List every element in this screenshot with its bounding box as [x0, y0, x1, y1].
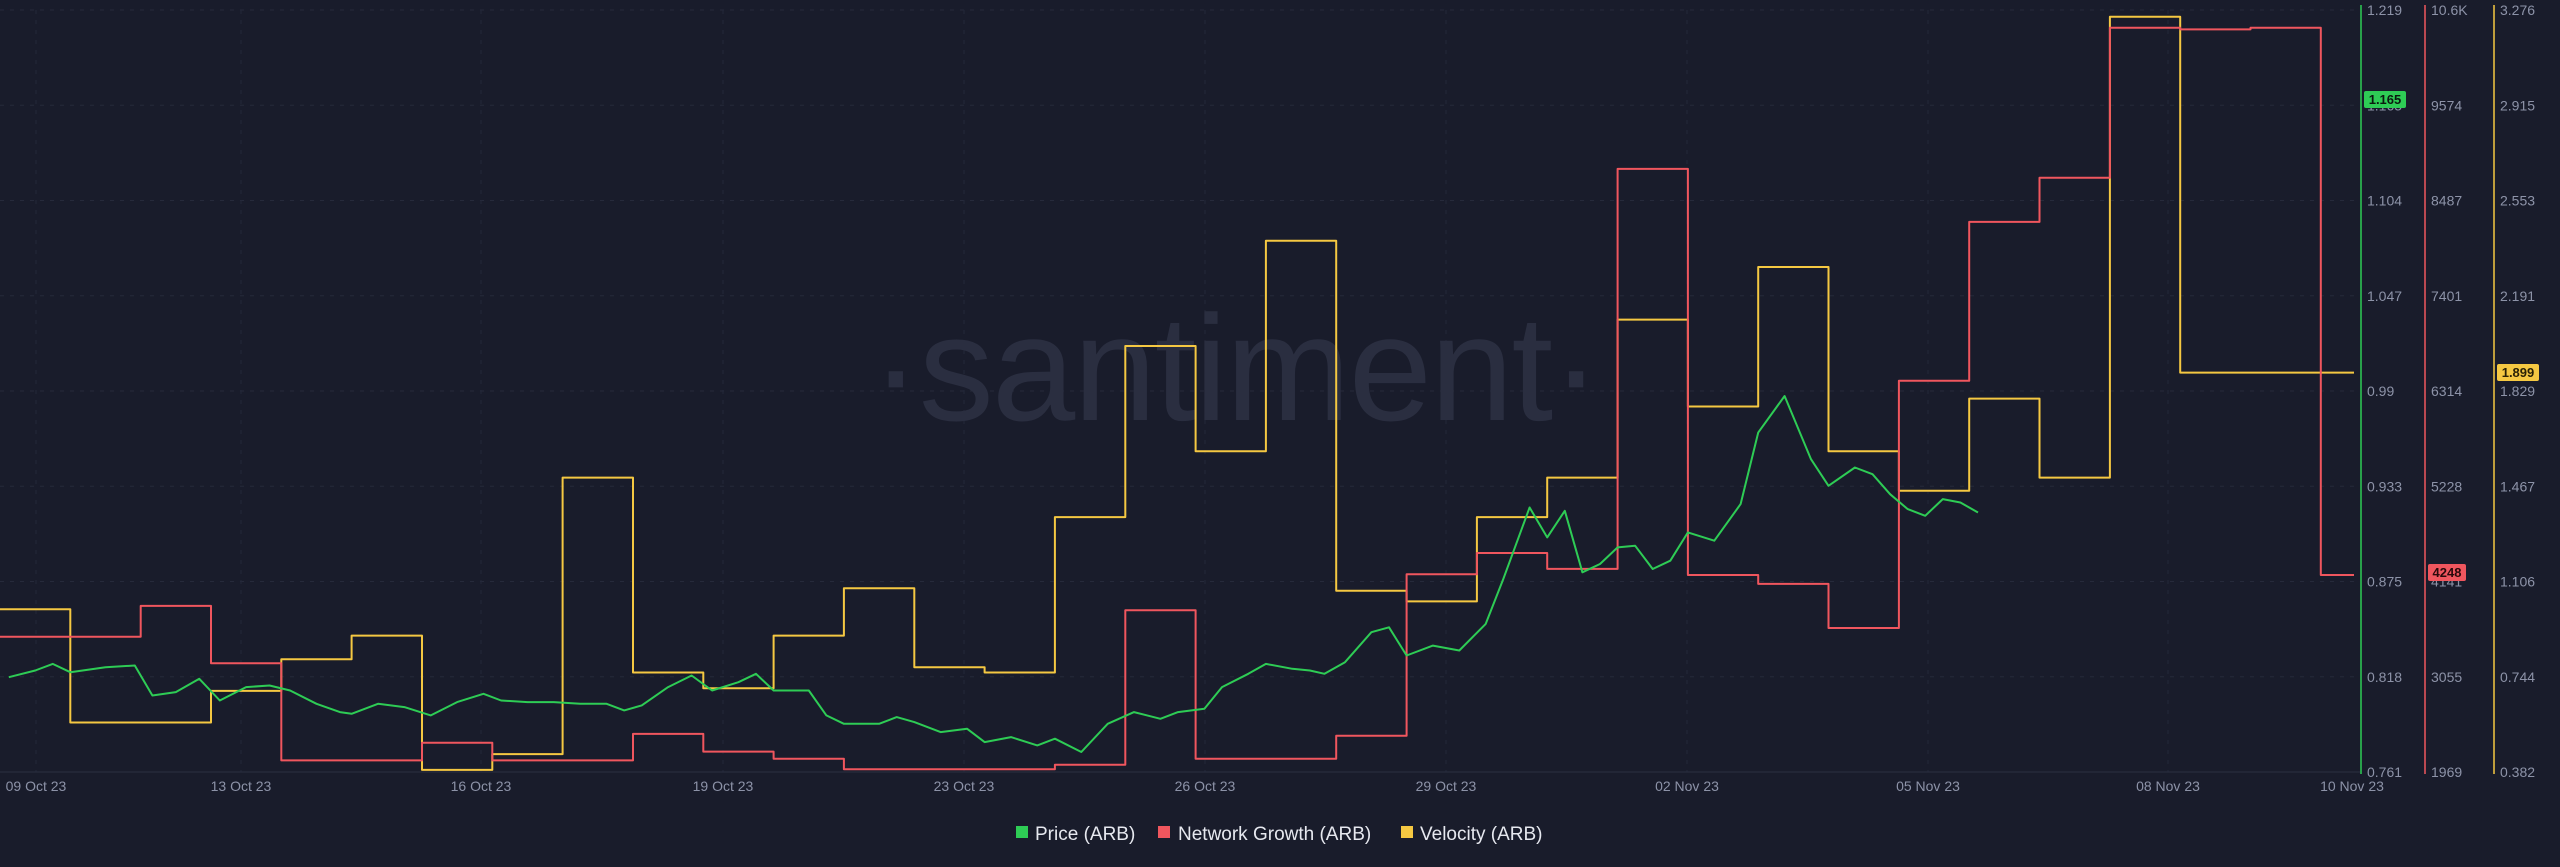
- series-line-network-growth-arb[interactable]: [0, 26, 2354, 771]
- legend-item-velocity[interactable]: Velocity (ARB): [1401, 824, 1542, 845]
- network-last-value-text: 4248: [2433, 565, 2462, 580]
- series-layer: [0, 15, 2354, 771]
- velocity-last-value-badge: [2497, 364, 2539, 381]
- watermark-text: ·santiment·: [871, 284, 1599, 452]
- velocity-tick-label: 0.382: [2500, 764, 2535, 780]
- network-tick-label: 10.6K: [2431, 2, 2468, 18]
- network-tick-label: 7401: [2431, 288, 2462, 304]
- network-last-value-badge: [2428, 564, 2466, 581]
- velocity-tick-label: 2.915: [2500, 97, 2535, 113]
- velocity-tick-label: 1.467: [2500, 478, 2535, 494]
- legend-label-network-growth: Network Growth (ARB): [1178, 824, 1371, 845]
- legend: Price (ARB) Network Growth (ARB) Velocit…: [1016, 824, 1542, 845]
- x-tick-label: 13 Oct 23: [211, 778, 272, 794]
- price-tick-label: 0.875: [2367, 574, 2402, 590]
- price-last-value-text: 1.165: [2369, 92, 2402, 107]
- x-tick-label: 02 Nov 23: [1655, 778, 1719, 794]
- legend-label-velocity: Velocity (ARB): [1420, 824, 1542, 845]
- velocity-tick-label: 0.744: [2500, 669, 2535, 685]
- x-tick-label: 08 Nov 23: [2136, 778, 2200, 794]
- x-tick-label: 29 Oct 23: [1416, 778, 1477, 794]
- legend-label-price: Price (ARB): [1035, 824, 1135, 845]
- network-tick-label: 9574: [2431, 97, 2462, 113]
- network-tick-label: 3055: [2431, 669, 2462, 685]
- network-tick-label: 1969: [2431, 764, 2462, 780]
- price-tick-label: 0.761: [2367, 764, 2402, 780]
- series-line-price-arb[interactable]: [8, 395, 1979, 753]
- network-tick-label: 5228: [2431, 478, 2462, 494]
- x-tick-label: 05 Nov 23: [1896, 778, 1960, 794]
- price-tick-label: 1.104: [2367, 193, 2402, 209]
- y-axes: 1.219 1.165 1.104 1.047 0.99 0.933 0.875 0.818 0…: [2360, 2, 2535, 780]
- legend-swatch-price: [1016, 826, 1028, 838]
- x-axis: 09 Oct 23 13 Oct 23 16 Oct 23 19 Oct 23 23 O…: [0, 771, 2384, 794]
- velocity-tick-label: 1.106: [2500, 574, 2535, 590]
- x-tick-label: 10 Nov 23: [2320, 778, 2384, 794]
- x-tick-label: 09 Oct 23: [6, 778, 67, 794]
- velocity-last-value-text: 1.899: [2502, 365, 2535, 380]
- series-line-velocity-arb[interactable]: [0, 15, 2354, 771]
- price-tick-label: 1.219: [2367, 2, 2402, 18]
- price-tick-label: 0.99: [2367, 383, 2394, 399]
- velocity-tick-label: 2.553: [2500, 193, 2535, 209]
- x-tick-label: 19 Oct 23: [693, 778, 754, 794]
- network-tick-label: 6314: [2431, 383, 2462, 399]
- price-tick-label: 1.047: [2367, 288, 2402, 304]
- velocity-tick-label: 1.829: [2500, 383, 2535, 399]
- last-value-badges: 1.165 4248 1.899: [2364, 91, 2539, 581]
- price-tick-label: 0.933: [2367, 478, 2402, 494]
- legend-swatch-network-growth: [1158, 826, 1170, 838]
- price-last-value-badge: [2364, 91, 2406, 108]
- legend-item-network-growth[interactable]: Network Growth (ARB): [1158, 824, 1371, 845]
- x-tick-label: 16 Oct 23: [451, 778, 512, 794]
- price-tick-label: 0.818: [2367, 669, 2402, 685]
- x-tick-label: 26 Oct 23: [1175, 778, 1236, 794]
- network-tick-label: 8487: [2431, 193, 2462, 209]
- velocity-tick-label: 3.276: [2500, 2, 2535, 18]
- velocity-tick-label: 2.191: [2500, 288, 2535, 304]
- legend-swatch-velocity: [1401, 826, 1413, 838]
- legend-item-price[interactable]: Price (ARB): [1016, 824, 1135, 845]
- x-tick-label: 23 Oct 23: [934, 778, 995, 794]
